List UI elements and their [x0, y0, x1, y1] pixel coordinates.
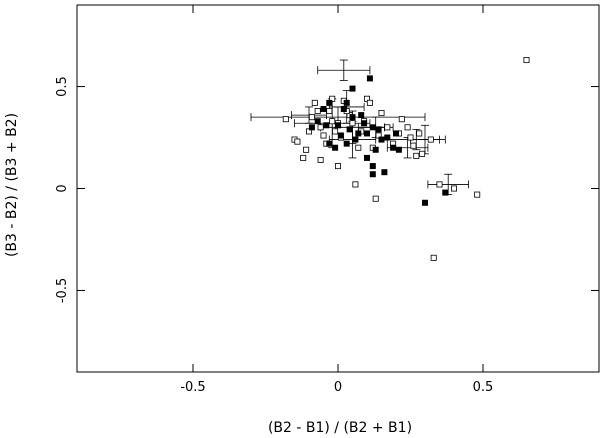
- open-square-point: [427, 136, 434, 143]
- open-square-point: [332, 128, 339, 135]
- open-square-point: [378, 110, 385, 117]
- open-square-point: [311, 99, 318, 106]
- open-square-point: [474, 191, 481, 198]
- filled-square-point: [361, 120, 368, 127]
- open-square-point: [308, 114, 315, 121]
- filled-square-point: [390, 144, 397, 151]
- filled-square-point: [372, 146, 379, 153]
- filled-square-point: [369, 163, 376, 170]
- y-tick-label: -0.5: [55, 278, 70, 303]
- open-square-point: [349, 120, 356, 127]
- filled-square-point: [352, 136, 359, 143]
- x-tick-label: -0.5: [180, 380, 205, 395]
- open-square-point: [419, 150, 426, 157]
- open-square-point: [317, 156, 324, 163]
- open-square-point: [294, 138, 301, 145]
- x-tick-label: 0.5: [473, 380, 494, 395]
- filled-square-point: [392, 130, 399, 137]
- filled-square-point: [320, 105, 327, 112]
- filled-square-point: [442, 189, 449, 196]
- open-square-point: [404, 124, 411, 131]
- open-square-point: [300, 154, 307, 161]
- filled-square-point: [375, 126, 382, 133]
- filled-square-point: [355, 130, 362, 137]
- open-square-point: [303, 146, 310, 153]
- open-square-point: [413, 152, 420, 159]
- open-square-point: [416, 130, 423, 137]
- filled-square-point: [349, 114, 356, 121]
- open-square-point: [384, 124, 391, 131]
- filled-square-point: [326, 99, 333, 106]
- filled-square-point: [358, 112, 365, 119]
- open-square-point: [523, 57, 530, 64]
- filled-square-point: [340, 105, 347, 112]
- filled-square-point: [363, 130, 370, 137]
- filled-square-point: [384, 134, 391, 141]
- x-axis-title: (B2 - B1) / (B2 + B1): [268, 420, 412, 436]
- y-tick-label: 0: [55, 184, 70, 192]
- x-tick-label: 0: [334, 380, 342, 395]
- open-square-point: [407, 134, 414, 141]
- open-square-point: [326, 108, 333, 115]
- filled-square-point: [381, 169, 388, 176]
- filled-square-point: [314, 118, 321, 125]
- open-square-point: [366, 99, 373, 106]
- filled-square-point: [395, 146, 402, 153]
- filled-square-point: [326, 140, 333, 147]
- open-square-point: [317, 124, 324, 131]
- filled-square-point: [323, 122, 330, 129]
- open-square-point: [372, 195, 379, 202]
- filled-square-point: [421, 199, 428, 206]
- filled-square-point: [349, 85, 356, 92]
- filled-square-point: [369, 124, 376, 131]
- filled-square-point: [337, 132, 344, 139]
- filled-square-point: [378, 136, 385, 143]
- plot-frame: [76, 4, 600, 373]
- filled-square-point: [332, 144, 339, 151]
- open-square-point: [320, 132, 327, 139]
- open-square-point: [329, 118, 336, 125]
- open-square-point: [450, 185, 457, 192]
- y-axis-title: (B3 - B2) / (B3 + B2): [4, 113, 20, 257]
- filled-square-point: [366, 75, 373, 82]
- open-square-point: [355, 144, 362, 151]
- open-square-point: [430, 254, 437, 261]
- open-square-point: [282, 116, 289, 123]
- filled-square-point: [363, 154, 370, 161]
- error-bar: [317, 59, 371, 81]
- filled-square-point: [343, 99, 350, 106]
- open-square-point: [436, 181, 443, 188]
- filled-square-point: [334, 122, 341, 129]
- filled-square-point: [346, 126, 353, 133]
- open-square-point: [398, 116, 405, 123]
- open-square-point: [314, 108, 321, 115]
- open-square-point: [410, 142, 417, 149]
- filled-square-point: [369, 171, 376, 178]
- open-square-point: [352, 181, 359, 188]
- filled-square-point: [343, 140, 350, 147]
- open-square-point: [334, 163, 341, 170]
- filled-square-point: [308, 124, 315, 131]
- y-tick-label: 0.5: [55, 76, 70, 97]
